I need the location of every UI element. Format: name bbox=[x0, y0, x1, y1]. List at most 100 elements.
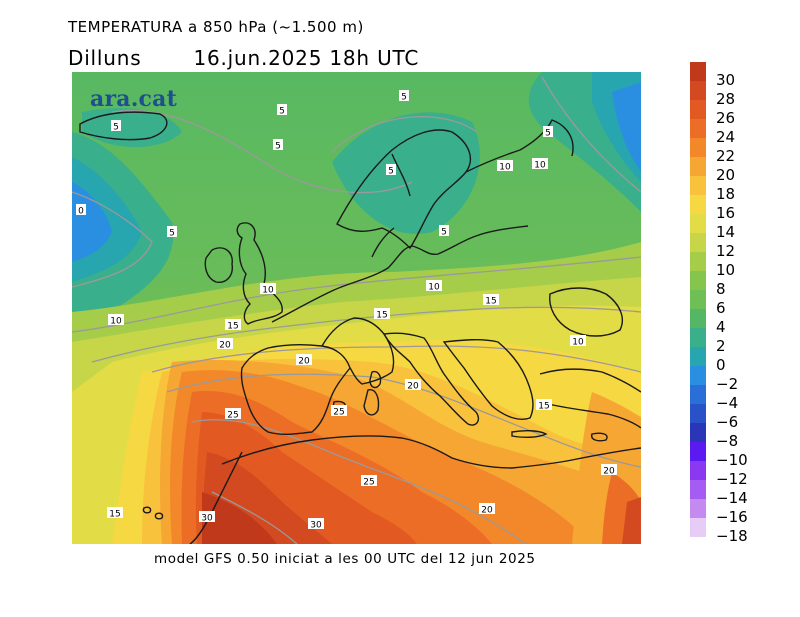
contour-label: 30 bbox=[199, 511, 215, 524]
legend-swatch bbox=[690, 347, 706, 366]
svg-text:15: 15 bbox=[376, 311, 387, 321]
svg-text:25: 25 bbox=[333, 408, 344, 418]
svg-text:20: 20 bbox=[219, 341, 231, 351]
svg-text:10: 10 bbox=[572, 338, 584, 348]
legend-swatch bbox=[690, 157, 706, 176]
svg-text:30: 30 bbox=[201, 514, 213, 524]
legend-label: 14 bbox=[716, 223, 736, 241]
contour-label: 5 bbox=[386, 164, 396, 177]
contour-label: 15 bbox=[374, 308, 390, 321]
legend-swatch bbox=[690, 385, 706, 404]
svg-text:20: 20 bbox=[298, 357, 310, 367]
contour-label: 15 bbox=[107, 507, 123, 520]
contour-label: 10 bbox=[532, 158, 548, 171]
svg-text:20: 20 bbox=[603, 467, 615, 477]
map-title: TEMPERATURA a 850 hPa (~1.500 m) bbox=[68, 18, 364, 36]
contour-label: 20 bbox=[479, 503, 495, 516]
legend-label: 30 bbox=[716, 71, 736, 89]
contour-label: 15 bbox=[483, 294, 499, 307]
svg-text:20: 20 bbox=[481, 506, 493, 516]
datetime-label: 16.jun.2025 18h UTC bbox=[193, 46, 420, 70]
contour-label: 20 bbox=[405, 379, 421, 392]
legend-label: −2 bbox=[716, 375, 739, 393]
contour-label: 5 bbox=[399, 90, 409, 103]
contour-label: 25 bbox=[331, 405, 347, 418]
legend-swatch bbox=[690, 404, 706, 423]
contour-label: 5 bbox=[277, 104, 287, 117]
legend-label: 2 bbox=[716, 337, 726, 355]
legend-swatch bbox=[690, 119, 706, 138]
legend-swatch bbox=[690, 214, 706, 233]
temperature-field bbox=[72, 72, 641, 544]
contour-label: 15 bbox=[225, 319, 241, 332]
legend-swatch bbox=[690, 138, 706, 157]
contour-label: 10 bbox=[497, 160, 513, 173]
legend-swatch bbox=[690, 81, 706, 100]
contour-label: 15 bbox=[536, 399, 552, 412]
svg-text:25: 25 bbox=[227, 411, 238, 421]
legend-label: 24 bbox=[716, 128, 736, 146]
legend-swatch bbox=[690, 62, 706, 81]
legend-label: 26 bbox=[716, 109, 736, 127]
coastlines bbox=[79, 111, 641, 544]
legend-swatch bbox=[690, 233, 706, 252]
legend-swatch bbox=[690, 328, 706, 347]
legend-swatch bbox=[690, 309, 706, 328]
svg-text:5: 5 bbox=[113, 123, 119, 133]
contour-labels: 5 5 5 5 5 5 10 10 0 5 5 10 10 15 10 15 15 10 20 20 20 15 25 25 2… bbox=[76, 90, 617, 531]
legend-label: 10 bbox=[716, 261, 736, 279]
day-label: Dilluns bbox=[68, 46, 142, 70]
contour-label: 10 bbox=[260, 283, 276, 296]
svg-text:15: 15 bbox=[109, 510, 120, 520]
legend-label: 18 bbox=[716, 185, 736, 203]
legend-swatch bbox=[690, 176, 706, 195]
contour-label: 0 bbox=[76, 204, 86, 217]
contour-label: 20 bbox=[601, 464, 617, 477]
legend-label: −18 bbox=[716, 527, 748, 545]
map-valid-time: Dilluns 16.jun.2025 18h UTC bbox=[68, 46, 471, 70]
legend-label: −6 bbox=[716, 413, 739, 431]
temperature-map: 5 5 5 5 5 5 10 10 0 5 5 10 10 15 10 15 15 10 20 20 20 15 25 25 2… bbox=[72, 72, 641, 544]
legend-label: 12 bbox=[716, 242, 736, 260]
legend-label: 8 bbox=[716, 280, 726, 298]
svg-text:30: 30 bbox=[310, 521, 322, 531]
legend-swatch bbox=[690, 461, 706, 480]
svg-text:25: 25 bbox=[363, 478, 374, 488]
svg-text:10: 10 bbox=[534, 161, 546, 171]
contour-label: 5 bbox=[439, 225, 449, 238]
contour-label: 20 bbox=[217, 338, 233, 351]
contour-label: 5 bbox=[111, 120, 121, 133]
legend-label: 28 bbox=[716, 90, 736, 108]
svg-text:5: 5 bbox=[441, 228, 447, 238]
svg-text:0: 0 bbox=[78, 207, 84, 217]
legend-label: −14 bbox=[716, 489, 748, 507]
svg-text:10: 10 bbox=[262, 286, 274, 296]
legend-label: 20 bbox=[716, 166, 736, 184]
legend-label: 4 bbox=[716, 318, 726, 336]
contour-label: 5 bbox=[543, 126, 553, 139]
legend-swatch bbox=[690, 252, 706, 271]
legend-label: 6 bbox=[716, 299, 726, 317]
svg-text:15: 15 bbox=[485, 297, 496, 307]
contour-label: 25 bbox=[361, 475, 377, 488]
svg-text:10: 10 bbox=[110, 317, 122, 327]
legend-label: −8 bbox=[716, 432, 739, 450]
legend-swatch bbox=[690, 195, 706, 214]
legend-label: 22 bbox=[716, 147, 736, 165]
legend-swatch bbox=[690, 518, 706, 537]
svg-text:15: 15 bbox=[538, 402, 549, 412]
svg-text:5: 5 bbox=[279, 107, 285, 117]
svg-text:15: 15 bbox=[227, 322, 238, 332]
legend-label: −10 bbox=[716, 451, 748, 469]
svg-text:10: 10 bbox=[499, 163, 511, 173]
contour-label: 10 bbox=[108, 314, 124, 327]
contour-label: 25 bbox=[225, 408, 241, 421]
svg-text:5: 5 bbox=[275, 142, 281, 152]
svg-text:5: 5 bbox=[401, 93, 407, 103]
contour-label: 10 bbox=[426, 280, 442, 293]
svg-text:20: 20 bbox=[407, 382, 419, 392]
legend-swatch bbox=[690, 366, 706, 385]
legend-swatch bbox=[690, 271, 706, 290]
legend-swatch bbox=[690, 423, 706, 442]
legend-label: −16 bbox=[716, 508, 748, 526]
